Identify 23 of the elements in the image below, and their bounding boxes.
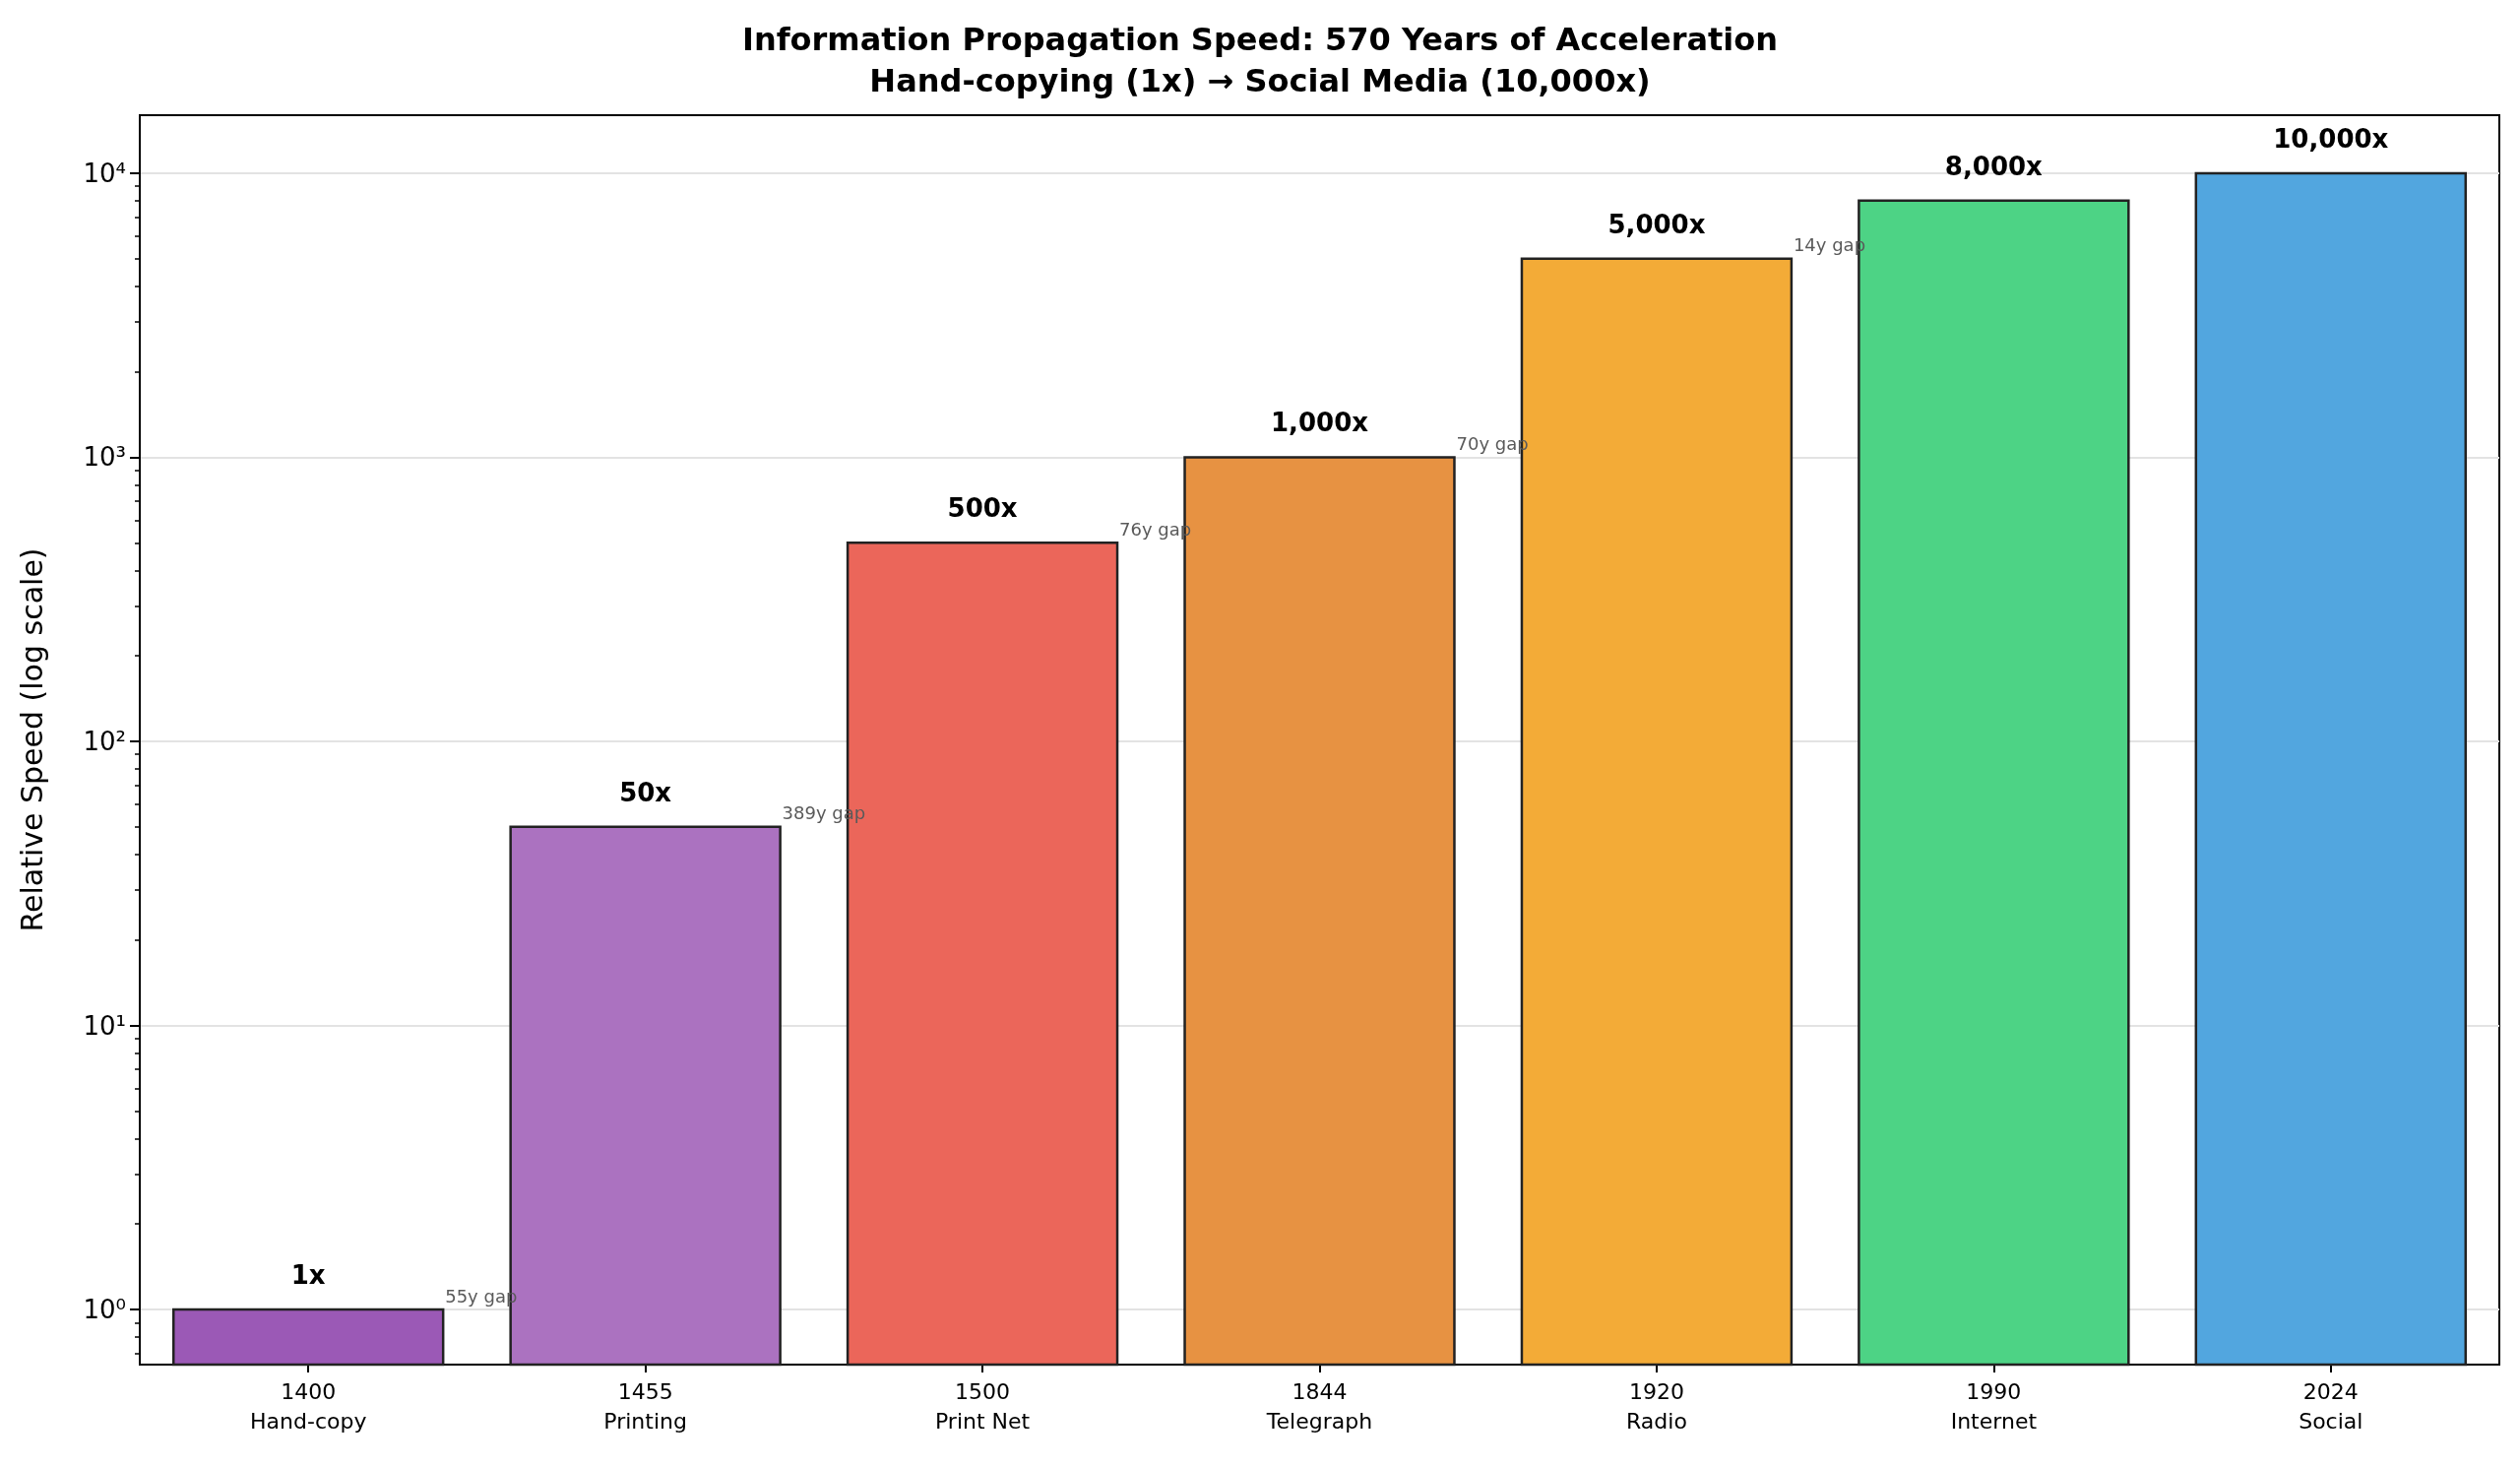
y-axis-title: Relative Speed (log scale) bbox=[14, 547, 49, 932]
chart-title: Information Propagation Speed: 570 Years of Acceleration bbox=[741, 21, 1779, 58]
x-tick-label: 1455 Printing bbox=[603, 1378, 687, 1434]
data-label: 50x bbox=[619, 777, 672, 807]
data-label: 1,000x bbox=[1270, 408, 1369, 438]
x-tick-label: 2024 Social bbox=[2299, 1378, 2363, 1434]
x-tick-label: 1920 Radio bbox=[1626, 1378, 1687, 1434]
x-tick-label: 1844 Telegraph bbox=[1265, 1378, 1373, 1434]
x-tick-label: 1400 Hand-copy bbox=[250, 1378, 367, 1434]
data-label: 8,000x bbox=[1944, 151, 2044, 181]
y-tick-label: 10⁴ bbox=[83, 158, 126, 188]
y-tick-label: 10⁰ bbox=[83, 1295, 126, 1325]
data-label: 5,000x bbox=[1607, 209, 1706, 239]
annotation: 389y gap bbox=[782, 802, 866, 824]
y-tick-label: 10³ bbox=[83, 442, 126, 473]
x-tick-label: 1990 Internet bbox=[1950, 1378, 2038, 1434]
chart-subtitle: Hand-copying (1x) → Social Media (10,000x) bbox=[869, 62, 1651, 99]
y-tick-label: 10¹ bbox=[83, 1010, 126, 1041]
data-label: 10,000x bbox=[2273, 123, 2389, 154]
x-tick-label: 1500 Print Net bbox=[934, 1378, 1031, 1434]
y-tick-label: 10² bbox=[83, 726, 126, 756]
data-label: 500x bbox=[947, 493, 1018, 524]
data-label: 1x bbox=[290, 1260, 326, 1291]
